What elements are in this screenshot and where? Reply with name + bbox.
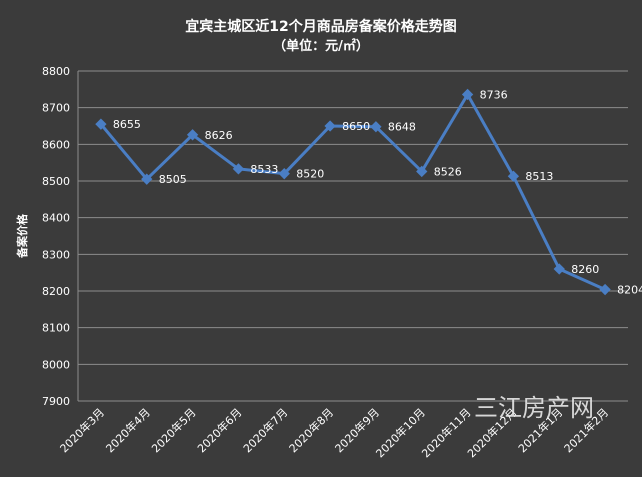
data-point — [232, 163, 245, 175]
data-label: 8505 — [159, 173, 187, 186]
series-line — [99, 92, 606, 291]
data-point — [186, 129, 199, 141]
data-label: 8204 — [617, 284, 642, 297]
y-tick-label: 7900 — [42, 395, 70, 408]
data-point — [278, 168, 290, 180]
x-tick-label: 2020年3月 — [57, 405, 107, 455]
y-tick-label: 8800 — [42, 65, 70, 78]
data-label: 8513 — [525, 170, 553, 183]
series-line-group — [95, 88, 611, 296]
y-axis-ticks: 7900 8000 8100 8200 8300 8400 8500 8600 8700 8800 — [42, 65, 70, 408]
chart-title: 宜宾主城区近12个月商品房备案价格走势图 — [185, 18, 456, 35]
y-tick-label: 8300 — [42, 248, 70, 261]
data-label: 8520 — [296, 168, 324, 181]
x-tick-label: 2020年9月 — [332, 405, 382, 455]
y-tick-label: 8600 — [42, 138, 70, 151]
x-tick-label: 2020年4月 — [103, 405, 153, 455]
data-label: 8650 — [342, 120, 370, 133]
watermark: 三江房产网 — [474, 394, 594, 422]
data-label: 8626 — [205, 129, 233, 142]
data-labels: 8655 8505 8626 8533 8520 8650 8648 8526 8736 8513… — [113, 88, 642, 296]
data-point — [507, 170, 520, 182]
y-tick-label: 8500 — [42, 175, 70, 188]
data-label: 8736 — [480, 88, 508, 101]
data-label: 8533 — [250, 163, 278, 176]
data-label: 8260 — [571, 263, 599, 276]
data-label: 8648 — [388, 121, 416, 134]
y-tick-label: 8100 — [42, 322, 70, 335]
y-tick-label: 8700 — [42, 102, 70, 115]
data-point — [553, 263, 565, 275]
y-axis-label: 备案价格 — [15, 213, 29, 259]
y-tick-label: 8400 — [42, 212, 70, 225]
y-tick-label: 8000 — [42, 358, 70, 371]
data-label: 8655 — [113, 118, 141, 131]
data-point — [599, 283, 611, 296]
data-point — [141, 173, 153, 185]
y-tick-label: 8200 — [42, 285, 70, 298]
data-label: 8526 — [434, 165, 462, 178]
data-point — [416, 165, 428, 178]
gridlines — [77, 70, 628, 402]
x-tick-label: 2020年7月 — [240, 405, 290, 455]
x-tick-label: 2020年8月 — [286, 405, 336, 455]
x-tick-label: 2020年6月 — [194, 405, 244, 455]
x-tick-label: 2020年5月 — [149, 405, 199, 455]
chart-subtitle: （单位：元/㎡） — [273, 38, 369, 54]
